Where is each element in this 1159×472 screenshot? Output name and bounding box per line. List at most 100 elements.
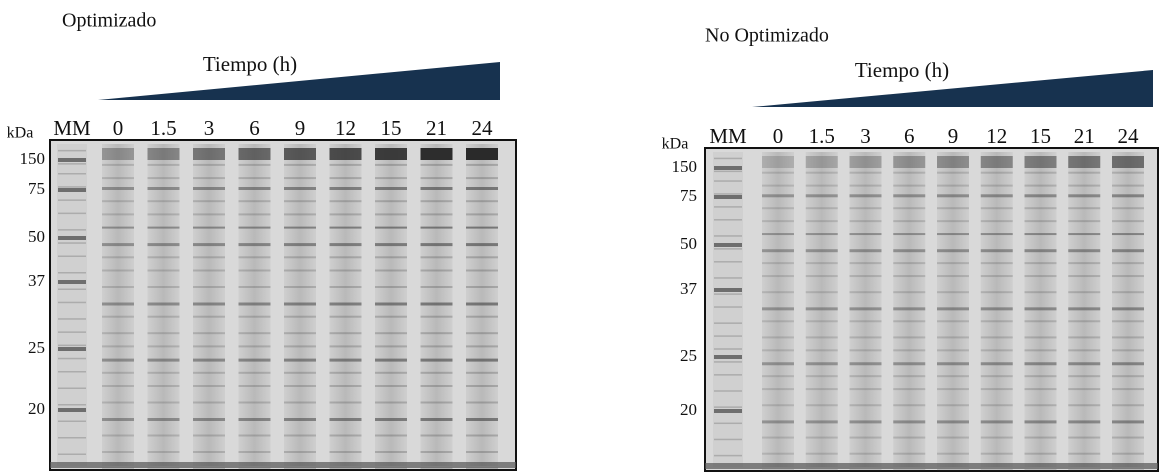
- protein-band: [1112, 452, 1144, 455]
- protein-band: [238, 256, 271, 259]
- protein-band: [466, 467, 498, 470]
- marker-band: [58, 272, 86, 274]
- protein-band: [329, 418, 362, 421]
- protein-band: [849, 233, 882, 236]
- sample-lane: [193, 144, 225, 466]
- marker-band: [714, 335, 742, 337]
- protein-band: [937, 375, 969, 378]
- marker-lane-label: MM: [53, 116, 91, 140]
- protein-band: [466, 332, 498, 335]
- protein-band: [893, 194, 926, 198]
- protein-band: [329, 315, 362, 318]
- protein-band: [805, 262, 838, 265]
- unit-label: kDa: [7, 125, 34, 142]
- protein-band: [849, 375, 882, 378]
- protein-band: [466, 269, 498, 272]
- protein-band: [1024, 220, 1057, 223]
- protein-band: [329, 345, 362, 348]
- protein-band: [329, 371, 362, 374]
- protein-band: [893, 404, 926, 407]
- protein-band: [238, 269, 271, 272]
- protein-band: [420, 451, 453, 453]
- protein-band: [147, 163, 180, 166]
- sample-lane: [284, 144, 316, 466]
- protein-band: [375, 286, 407, 288]
- protein-band: [375, 467, 407, 470]
- protein-band: [762, 336, 794, 339]
- protein-band: [1112, 194, 1144, 198]
- marker-label: 20: [28, 399, 45, 418]
- protein-band: [102, 418, 134, 421]
- protein-band: [420, 243, 453, 247]
- protein-band: [420, 467, 453, 470]
- protein-band: [805, 171, 838, 174]
- protein-band: [102, 302, 134, 306]
- protein-band: [102, 177, 134, 180]
- protein-band: [193, 418, 225, 421]
- sample-lane: [147, 144, 180, 466]
- protein-band: [329, 226, 362, 229]
- protein-band: [147, 269, 180, 272]
- protein-band: [1112, 233, 1144, 236]
- protein-band: [893, 436, 926, 439]
- protein-band: [805, 233, 838, 236]
- protein-band: [102, 434, 134, 437]
- protein-band: [1068, 336, 1101, 339]
- marker-label: 75: [680, 186, 697, 205]
- protein-band: [420, 256, 453, 259]
- top-band: [375, 148, 407, 160]
- protein-band: [284, 451, 316, 453]
- protein-band: [1068, 194, 1101, 198]
- protein-band: [466, 200, 498, 203]
- protein-band: [893, 220, 926, 223]
- protein-band: [329, 451, 362, 453]
- protein-band: [238, 302, 271, 306]
- marker-band: [58, 212, 86, 215]
- protein-band: [284, 332, 316, 335]
- protein-band: [193, 226, 225, 229]
- protein-band: [147, 467, 180, 470]
- protein-band: [849, 249, 882, 253]
- sample-lane: [1068, 152, 1101, 467]
- lane-label: 24: [472, 116, 494, 140]
- marker-band: [714, 374, 742, 376]
- protein-band: [762, 249, 794, 253]
- protein-band: [980, 275, 1013, 278]
- marker-band: [58, 242, 86, 244]
- protein-band: [193, 358, 225, 362]
- protein-band: [937, 362, 969, 366]
- protein-band: [849, 275, 882, 278]
- protein-band: [329, 187, 362, 190]
- marker-band: [58, 404, 86, 406]
- protein-band: [193, 451, 225, 453]
- top-band: [849, 156, 882, 168]
- protein-band: [329, 200, 362, 203]
- protein-band: [849, 307, 882, 311]
- protein-band: [420, 315, 453, 318]
- marker-band: [58, 357, 86, 360]
- top-band: [980, 156, 1013, 168]
- marker-label: 150: [672, 157, 698, 176]
- protein-band: [762, 349, 794, 352]
- lane-label: 12: [986, 124, 1007, 148]
- protein-band: [147, 315, 180, 318]
- protein-band: [805, 307, 838, 311]
- sample-lane: [1024, 152, 1057, 467]
- protein-band: [762, 307, 794, 311]
- top-band: [762, 156, 794, 168]
- protein-band: [147, 358, 180, 362]
- protein-band: [147, 177, 180, 180]
- sample-lane: [937, 152, 969, 467]
- time-axis-label: Tiempo (h): [855, 58, 949, 82]
- protein-band: [420, 345, 453, 348]
- protein-band: [147, 286, 180, 288]
- protein-band: [238, 467, 271, 470]
- protein-band: [1068, 307, 1101, 311]
- protein-band: [937, 171, 969, 174]
- protein-band: [1068, 404, 1101, 407]
- protein-band: [1068, 249, 1101, 253]
- protein-band: [147, 332, 180, 335]
- marker-band: [714, 219, 742, 221]
- protein-band: [147, 371, 180, 374]
